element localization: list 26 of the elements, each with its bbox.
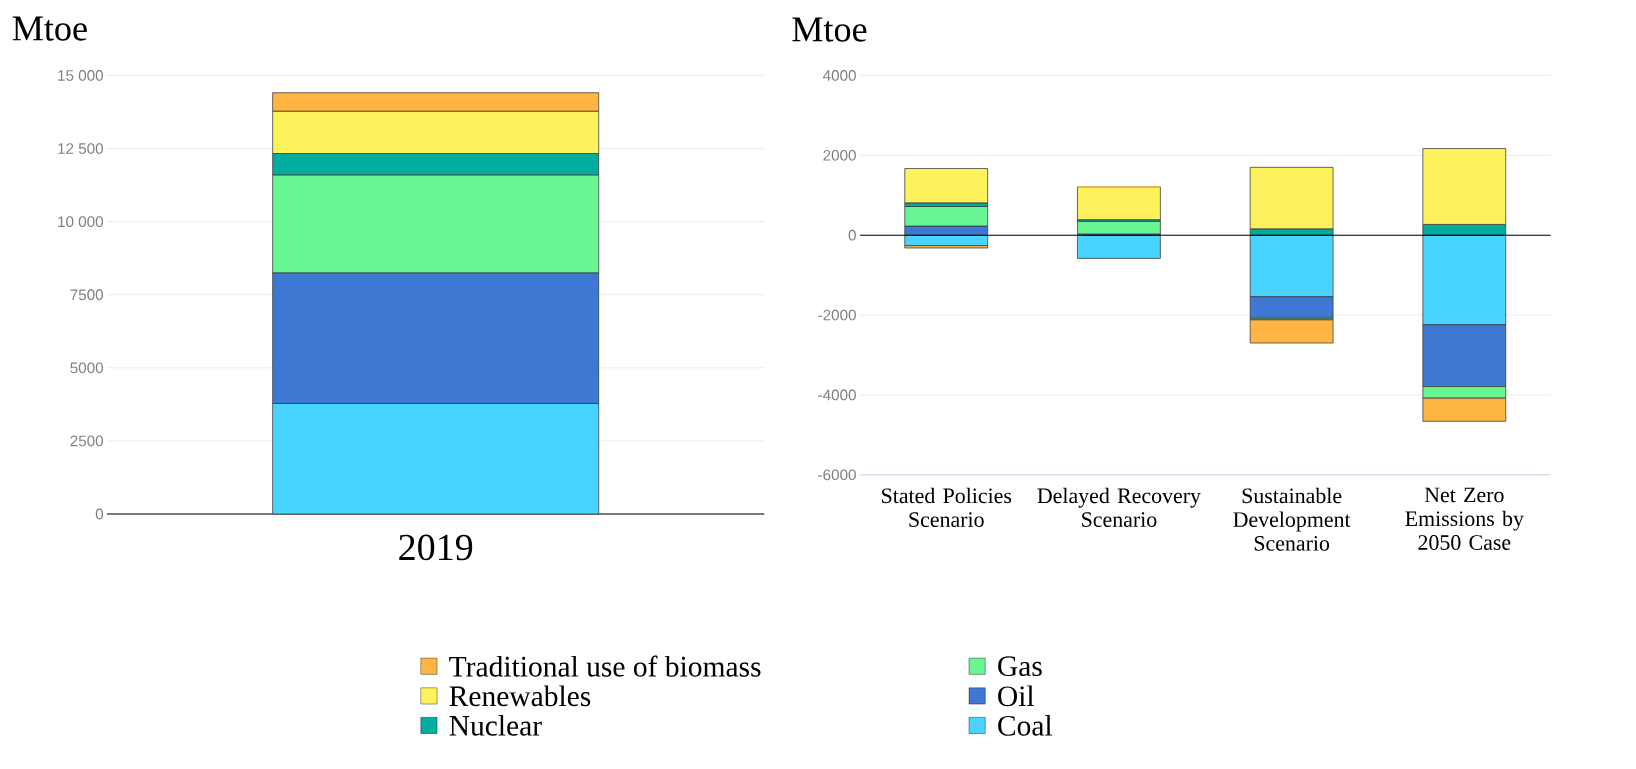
x-tick-label: Delayed Recovery Scenario — [1037, 487, 1201, 527]
y-tick-label: 2500 — [70, 435, 104, 447]
y-tick-label: 7500 — [70, 289, 104, 301]
y-tick-label: 10 000 — [58, 216, 104, 227]
y-tick-label: 12 500 — [58, 143, 104, 154]
y-tick-label: 2000 — [823, 149, 856, 161]
x-tick-label: Stated Policies Scenario — [882, 487, 1012, 527]
x-tick-label: 2019 — [399, 534, 473, 561]
x-tick-label: Sustainable Development Scenario — [1233, 487, 1351, 551]
y-tick-label: -2000 — [818, 309, 856, 321]
legend-label: Gas — [998, 656, 1042, 677]
y-tick-label: -6000 — [818, 469, 856, 481]
legend-label: Oil — [998, 685, 1035, 707]
y-tick-label: 15 000 — [58, 70, 104, 81]
y-tick-label: -4000 — [818, 389, 856, 401]
legend-label: Nuclear — [449, 714, 542, 736]
y-axis-title: Mtoe — [12, 16, 87, 41]
legend-label: Traditional use of biomass — [449, 655, 761, 677]
y-tick-label: 0 — [848, 229, 856, 241]
legend-label: Coal — [998, 714, 1053, 736]
legend-label: Renewables — [449, 685, 591, 707]
y-axis-title: Mtoe — [792, 17, 867, 42]
y-tick-label: 4000 — [822, 70, 856, 81]
x-tick-label: Net Zero Emissions by 2050 Case — [1405, 487, 1524, 550]
y-tick-label: 0 — [95, 508, 104, 520]
y-tick-label: 5000 — [70, 362, 104, 374]
